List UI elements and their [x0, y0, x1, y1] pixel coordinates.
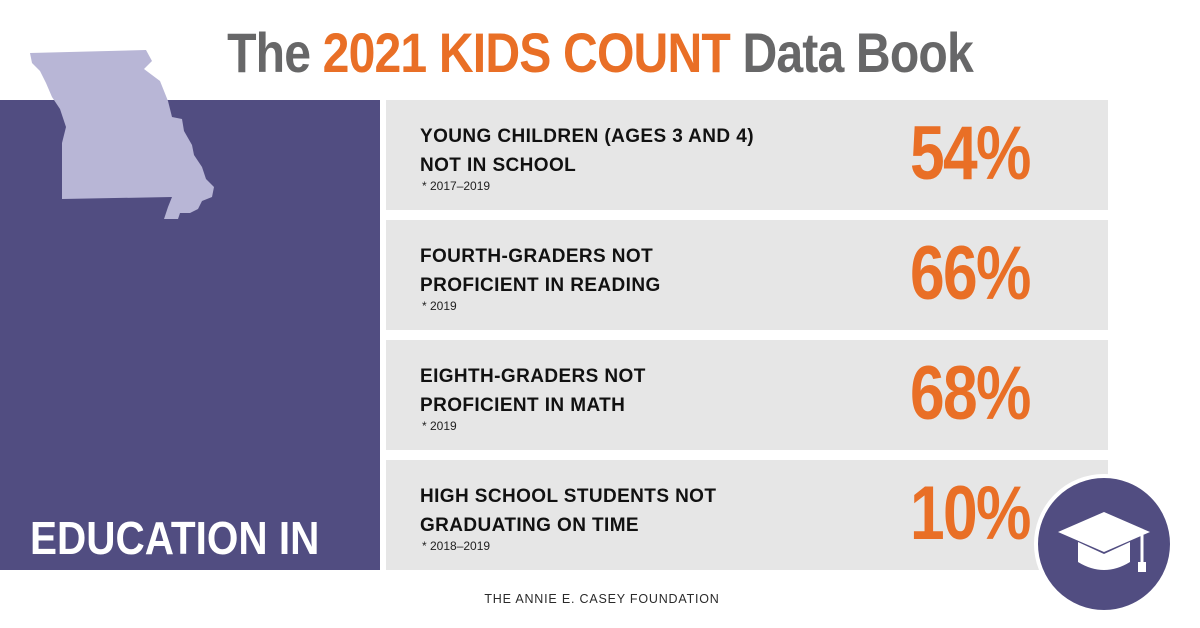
footer-foundation: THE ANNIE E. CASEY FOUNDATION	[484, 592, 720, 606]
stat-label-line1: HIGH SCHOOL STUDENTS NOT	[420, 486, 717, 507]
stat-value: 10%	[910, 471, 1031, 556]
stat-value: 66%	[910, 231, 1031, 316]
stat-label-line2: PROFICIENT IN MATH	[420, 395, 626, 416]
stat-card-high-school: HIGH SCHOOL STUDENTS NOT GRADUATING ON T…	[386, 460, 1108, 570]
missouri-map-icon	[30, 50, 214, 219]
title-highlight: 2021 KIDS COUNT	[322, 21, 731, 84]
stat-note: * 2017–2019	[422, 179, 491, 193]
panel-title-line2: MISSOURI	[30, 572, 231, 624]
stat-value: 68%	[910, 351, 1031, 436]
stat-label-line1: EIGHTH-GRADERS NOT	[420, 366, 646, 387]
graduation-cap-icon	[1058, 512, 1150, 572]
stat-label: EIGHTH-GRADERS NOT PROFICIENT IN MATH	[420, 362, 860, 420]
panel-title: EDUCATION IN MISSOURI	[30, 508, 347, 628]
stat-label-line1: YOUNG CHILDREN (AGES 3 AND 4)	[420, 126, 754, 147]
stat-note: * 2018–2019	[422, 539, 491, 553]
title-prefix: The	[227, 21, 311, 84]
stat-note: * 2019	[422, 419, 457, 433]
stat-label-line2: NOT IN SCHOOL	[420, 155, 577, 176]
stat-card-eighth-graders: EIGHTH-GRADERS NOT PROFICIENT IN MATH * …	[386, 340, 1108, 450]
panel-title-line1: EDUCATION IN	[30, 512, 320, 564]
stat-note: * 2019	[422, 299, 457, 313]
stat-label: YOUNG CHILDREN (AGES 3 AND 4) NOT IN SCH…	[420, 122, 860, 180]
stat-label-line2: PROFICIENT IN READING	[420, 275, 661, 296]
stat-card-fourth-graders: FOURTH-GRADERS NOT PROFICIENT IN READING…	[386, 220, 1108, 330]
stat-label-line1: FOURTH-GRADERS NOT	[420, 246, 654, 267]
page-title: The 2021 KIDS COUNT Data Book	[84, 18, 1116, 88]
stat-label: FOURTH-GRADERS NOT PROFICIENT IN READING	[420, 242, 860, 300]
stat-value: 54%	[910, 111, 1031, 196]
stat-label: HIGH SCHOOL STUDENTS NOT GRADUATING ON T…	[420, 482, 860, 540]
stat-label-line2: GRADUATING ON TIME	[420, 515, 640, 536]
stat-card-young-children: YOUNG CHILDREN (AGES 3 AND 4) NOT IN SCH…	[386, 100, 1108, 210]
title-suffix: Data Book	[742, 21, 973, 84]
graduation-badge	[1034, 474, 1174, 614]
